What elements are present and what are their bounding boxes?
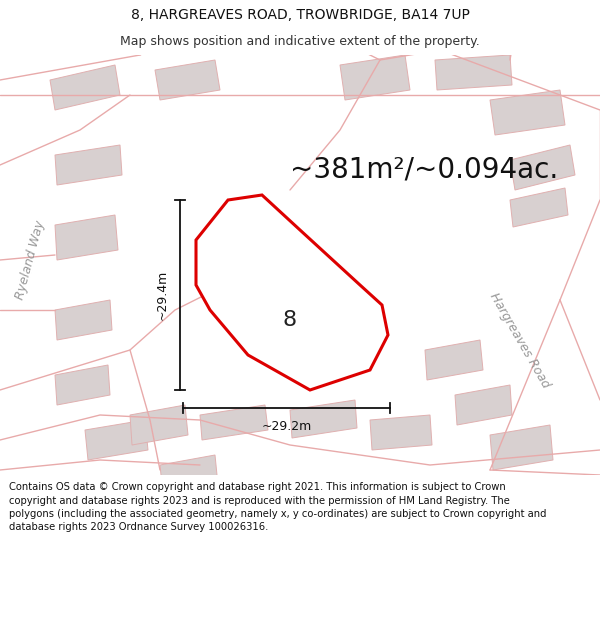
Polygon shape — [510, 145, 575, 190]
Polygon shape — [490, 90, 565, 135]
Text: Ryeland Way: Ryeland Way — [13, 219, 47, 301]
Polygon shape — [200, 405, 268, 440]
Polygon shape — [55, 365, 110, 405]
Text: Hargreaves Road: Hargreaves Road — [487, 290, 553, 390]
Polygon shape — [340, 55, 410, 100]
Polygon shape — [155, 60, 220, 100]
Polygon shape — [370, 415, 432, 450]
Text: 8, HARGREAVES ROAD, TROWBRIDGE, BA14 7UP: 8, HARGREAVES ROAD, TROWBRIDGE, BA14 7UP — [131, 8, 469, 22]
Polygon shape — [160, 455, 218, 495]
Polygon shape — [85, 420, 148, 460]
Text: Contains OS data © Crown copyright and database right 2021. This information is : Contains OS data © Crown copyright and d… — [9, 482, 547, 532]
Polygon shape — [490, 425, 553, 470]
Polygon shape — [290, 400, 357, 438]
Polygon shape — [130, 405, 188, 445]
Text: Map shows position and indicative extent of the property.: Map shows position and indicative extent… — [120, 35, 480, 48]
Polygon shape — [510, 188, 568, 227]
Polygon shape — [55, 145, 122, 185]
Text: ~29.4m: ~29.4m — [155, 270, 169, 320]
Text: 8: 8 — [283, 310, 297, 330]
Polygon shape — [55, 300, 112, 340]
Text: ~29.2m: ~29.2m — [262, 419, 311, 432]
Polygon shape — [425, 340, 483, 380]
Polygon shape — [455, 385, 512, 425]
Text: ~381m²/~0.094ac.: ~381m²/~0.094ac. — [290, 156, 558, 184]
Polygon shape — [435, 55, 512, 90]
Polygon shape — [55, 215, 118, 260]
Polygon shape — [50, 65, 120, 110]
Polygon shape — [196, 195, 388, 390]
